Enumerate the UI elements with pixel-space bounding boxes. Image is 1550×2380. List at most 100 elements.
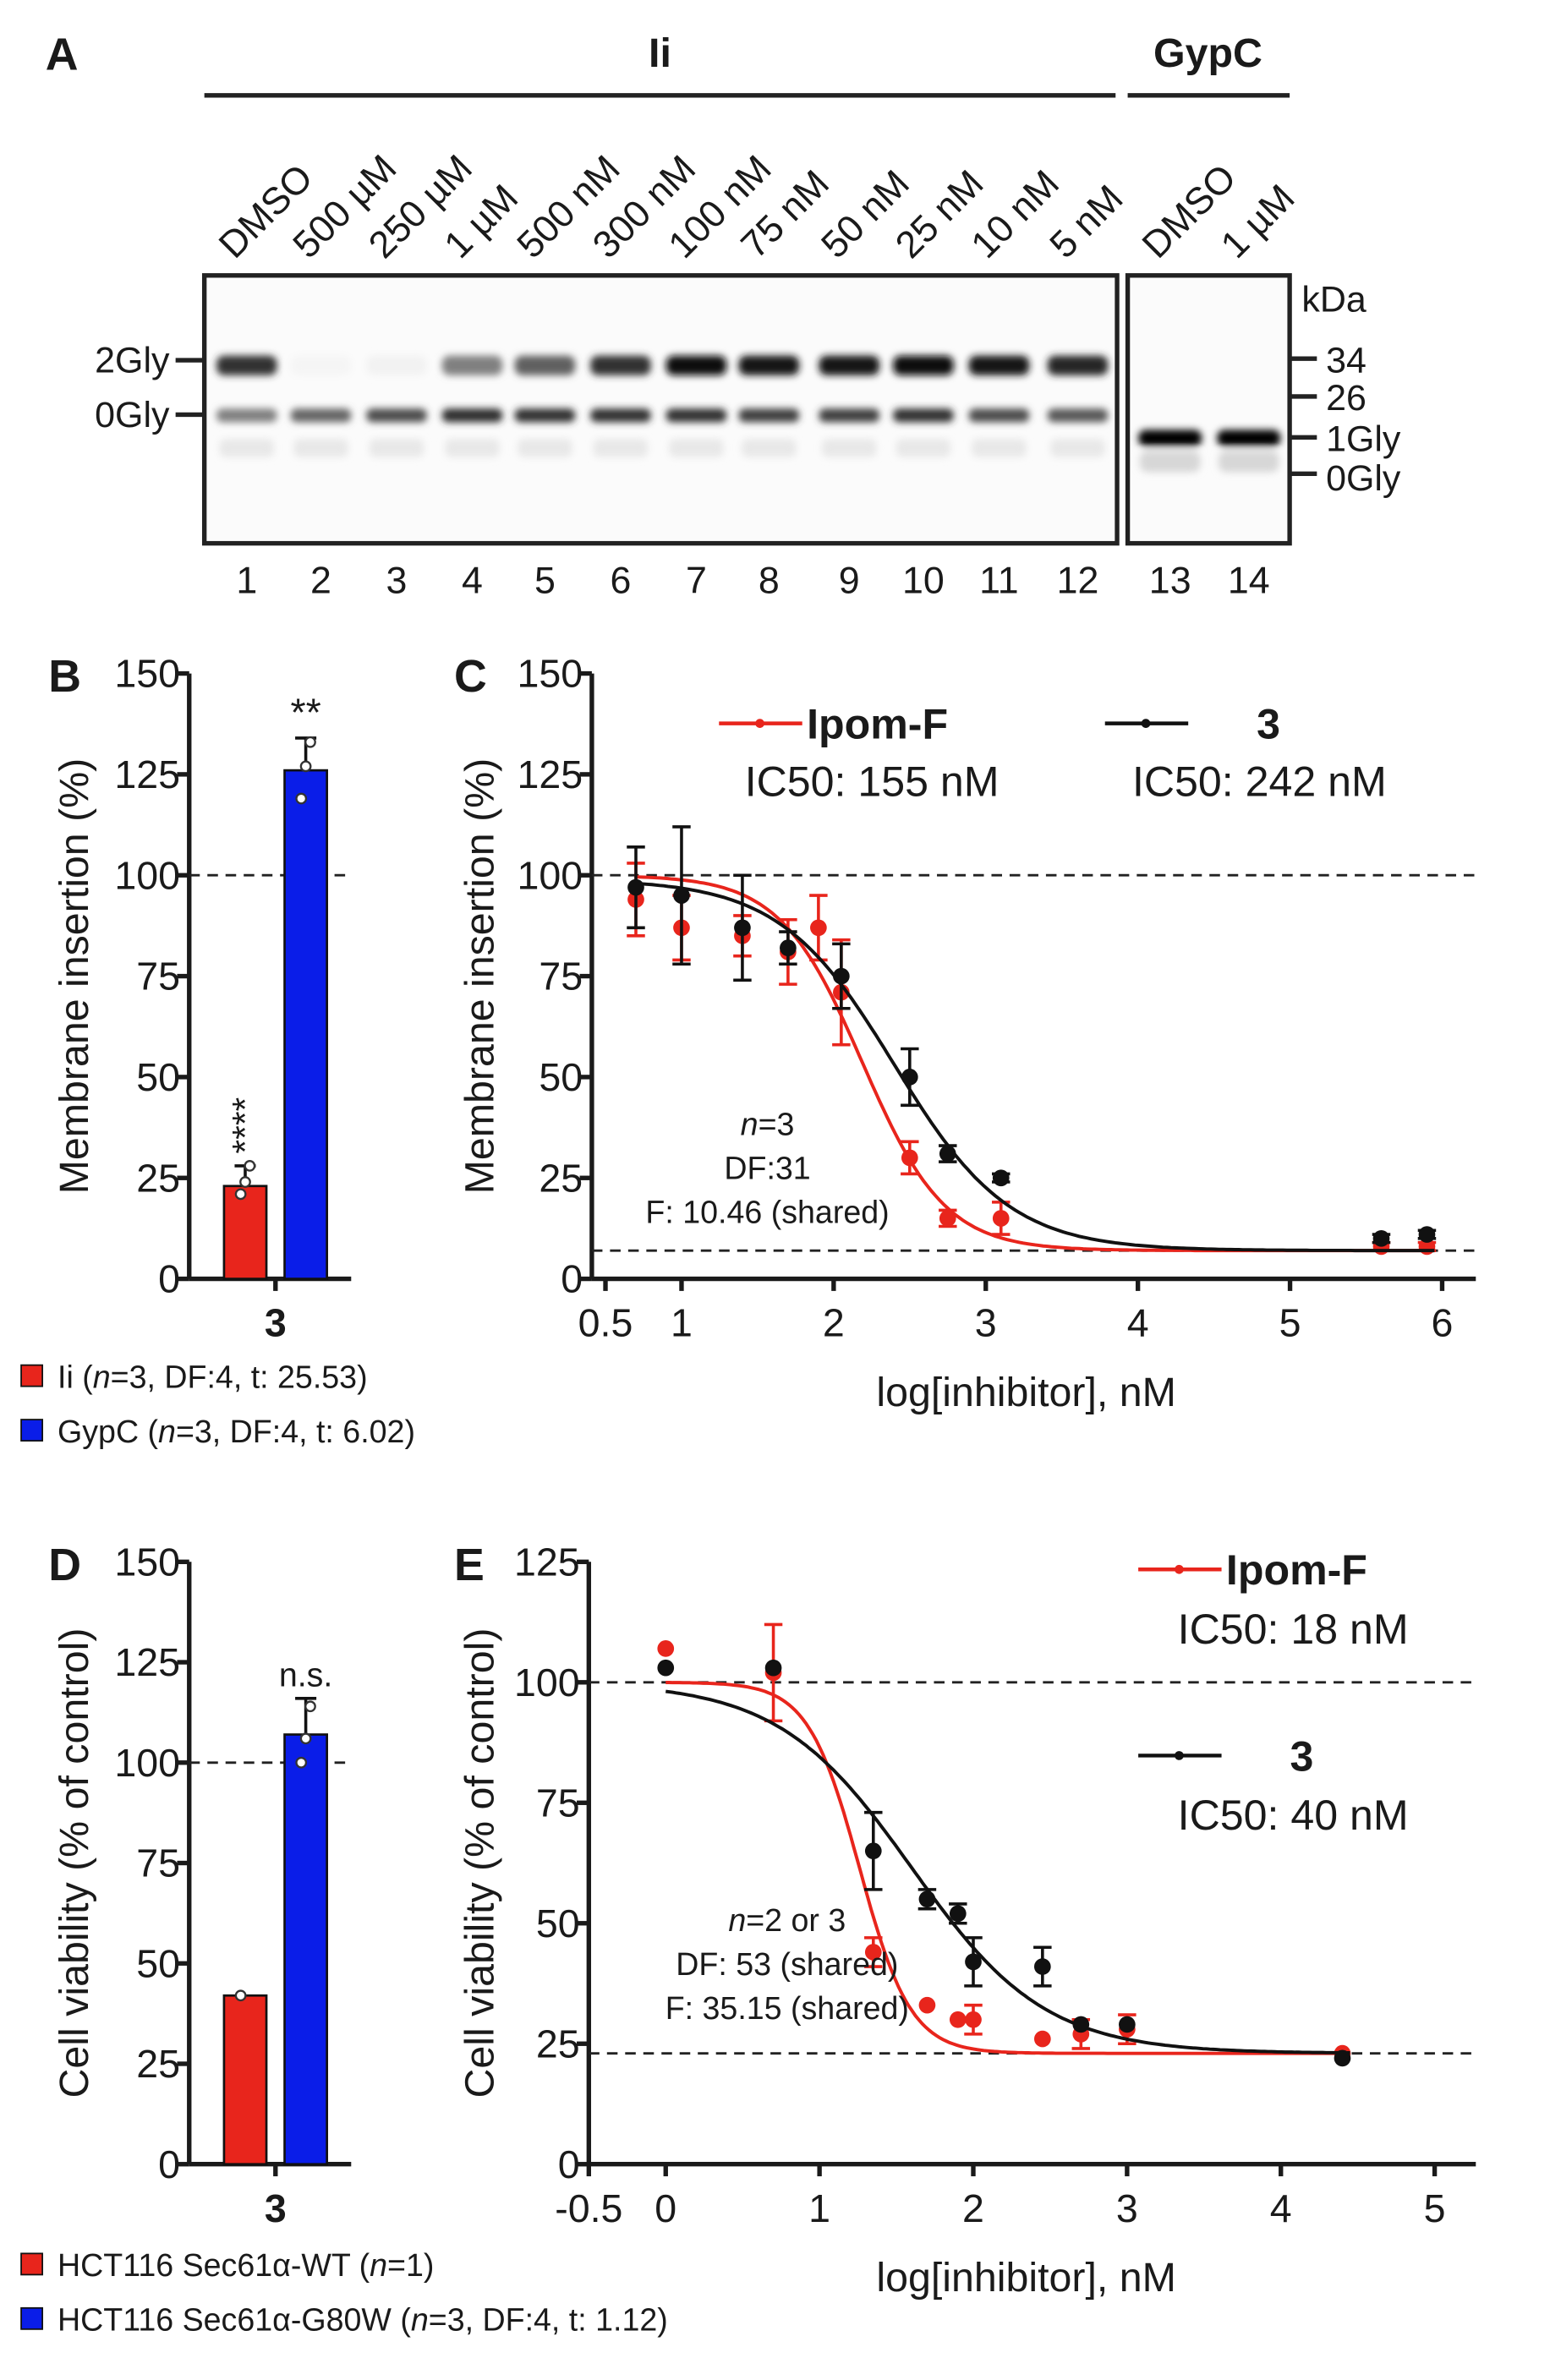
y-axis-label: Cell viability (% of control) (457, 1628, 503, 2098)
band-0gly (738, 408, 800, 423)
panel-letter-c: C (454, 651, 487, 702)
band-2gly (893, 355, 954, 375)
data-point-ipom-f (992, 1210, 1010, 1227)
legend-n: n (411, 2302, 429, 2338)
chart-d: D 0 25 50 75 100 125 150 Cell viability (% of co… (20, 1540, 668, 2338)
band-0gly (1047, 408, 1109, 423)
lane-number: 4 (462, 560, 483, 602)
y-tick-label: 50 (136, 1941, 180, 1985)
legend-swatch (20, 1419, 44, 1442)
band-2gly (819, 355, 880, 375)
marker-0gly-gypc: 0Gly (1326, 458, 1401, 499)
y-tick-label: 125 (114, 1640, 180, 1684)
replicate-point (234, 1188, 247, 1201)
data-point-compound-3 (764, 1659, 782, 1677)
band-smear (593, 439, 649, 457)
band-2gly (441, 355, 503, 375)
data-point-compound-3 (918, 1890, 936, 1908)
data-point-compound-3 (1334, 2049, 1351, 2067)
fit-curve-ipom-f (665, 1681, 1350, 2055)
data-point-ipom-f (1033, 2030, 1051, 2048)
data-point-ipom-f (864, 1944, 882, 1961)
data-point-compound-3 (1119, 2016, 1136, 2033)
y-axis-label: Membrane insertion (%) (457, 758, 503, 1195)
y-tick-label: 0 (558, 2142, 580, 2186)
annotation-df: DF:31 (724, 1150, 810, 1185)
data-point-compound-3 (657, 1659, 675, 1677)
annotation-n: n=2 or 3 (728, 1902, 846, 1938)
lane-number: 1 (236, 560, 257, 602)
y-axis-label: Membrane insertion (%) (52, 758, 97, 1195)
y-tick-label: 25 (136, 1156, 180, 1200)
data-point-compound-3 (833, 967, 850, 985)
data-point-ipom-f (918, 1996, 936, 2014)
band-0gly (665, 408, 727, 423)
x-tick-label: 3 (975, 1301, 997, 1345)
y-tick-label: 25 (136, 2042, 180, 2086)
data-point-compound-3 (864, 1842, 882, 1860)
lane-number: 10 (902, 560, 945, 602)
legend-swatch (20, 1364, 44, 1387)
lane-number: 8 (759, 560, 780, 602)
y-tick-label: 0 (158, 1257, 180, 1301)
x-tick-label: 0.5 (578, 1301, 633, 1345)
legend-text: Ii ( (58, 1359, 93, 1394)
legend-n: n (158, 1414, 176, 1449)
replicate-point (304, 736, 316, 748)
band-0gly (216, 408, 277, 423)
band-0gly (441, 408, 503, 423)
legend-marker (1175, 1751, 1184, 1760)
annotation-f: F: 10.46 (shared) (645, 1194, 889, 1229)
replicate-point (239, 1176, 251, 1188)
replicate-point (299, 1732, 312, 1745)
band-0gly (968, 408, 1030, 423)
replicate-point (295, 792, 308, 805)
x-tick-label: 1 (808, 2186, 830, 2230)
replicate-point (244, 1160, 256, 1172)
y-tick-label: 75 (136, 1841, 180, 1885)
y-tick-label: 125 (518, 752, 583, 796)
x-tick-label: -0.5 (555, 2186, 622, 2230)
bar-hct116-sec61-g80w (283, 1733, 328, 2166)
band-smear (293, 439, 348, 457)
legend-stats: =3, DF:4, t: 25.53) (111, 1359, 368, 1394)
data-point-ipom-f (657, 1640, 675, 1657)
panel-letter-d: D (48, 1540, 81, 1590)
gel-gypc (1125, 273, 1292, 546)
y-tick-label: 100 (518, 853, 583, 897)
x-tick-label: 5 (1424, 2186, 1446, 2230)
x-axis-label: log[inhibitor], nM (876, 1370, 1176, 1415)
band-2gly (738, 355, 800, 375)
legend-stats: =3, DF:4, t: 6.02) (176, 1414, 415, 1449)
y-tick-label: 100 (114, 1741, 180, 1785)
y-tick-label: 75 (136, 955, 180, 999)
lane-number: 6 (610, 560, 631, 602)
lane-number: 3 (386, 560, 408, 602)
fit-curve-compound-3 (635, 881, 1435, 1253)
category-label: 3 (265, 2186, 287, 2230)
band-gypc-1gly (1217, 429, 1281, 447)
data-point-compound-3 (949, 1905, 967, 1923)
y-tick-label: 150 (518, 652, 583, 696)
legend-name-ipom-f: Ipom-F (1226, 1546, 1367, 1594)
lane-number: 13 (1149, 560, 1191, 602)
band-0gly (290, 408, 352, 423)
bar-hct116-sec61-wt (222, 1994, 268, 2166)
replicate-point (234, 1989, 247, 2002)
legend-n: n (93, 1359, 111, 1394)
x-tick-label: 3 (1116, 2186, 1138, 2230)
legend-text: GypC ( (58, 1414, 158, 1449)
band-0gly (893, 408, 954, 423)
marker-1gly: 1Gly (1326, 419, 1401, 459)
legend-stats: =3, DF:4, t: 1.12) (429, 2302, 668, 2338)
band-0gly (366, 408, 427, 423)
legend-name-ipom-f: Ipom-F (807, 701, 948, 748)
ic50-label-compound-3: IC50: 40 nM (1178, 1792, 1409, 1839)
y-tick-label: 0 (158, 2142, 180, 2186)
band-smear (821, 439, 877, 457)
lane-condition-label: 10 nM (963, 162, 1067, 266)
data-point-ipom-f (965, 2011, 982, 2028)
gel-bands (216, 355, 1281, 473)
